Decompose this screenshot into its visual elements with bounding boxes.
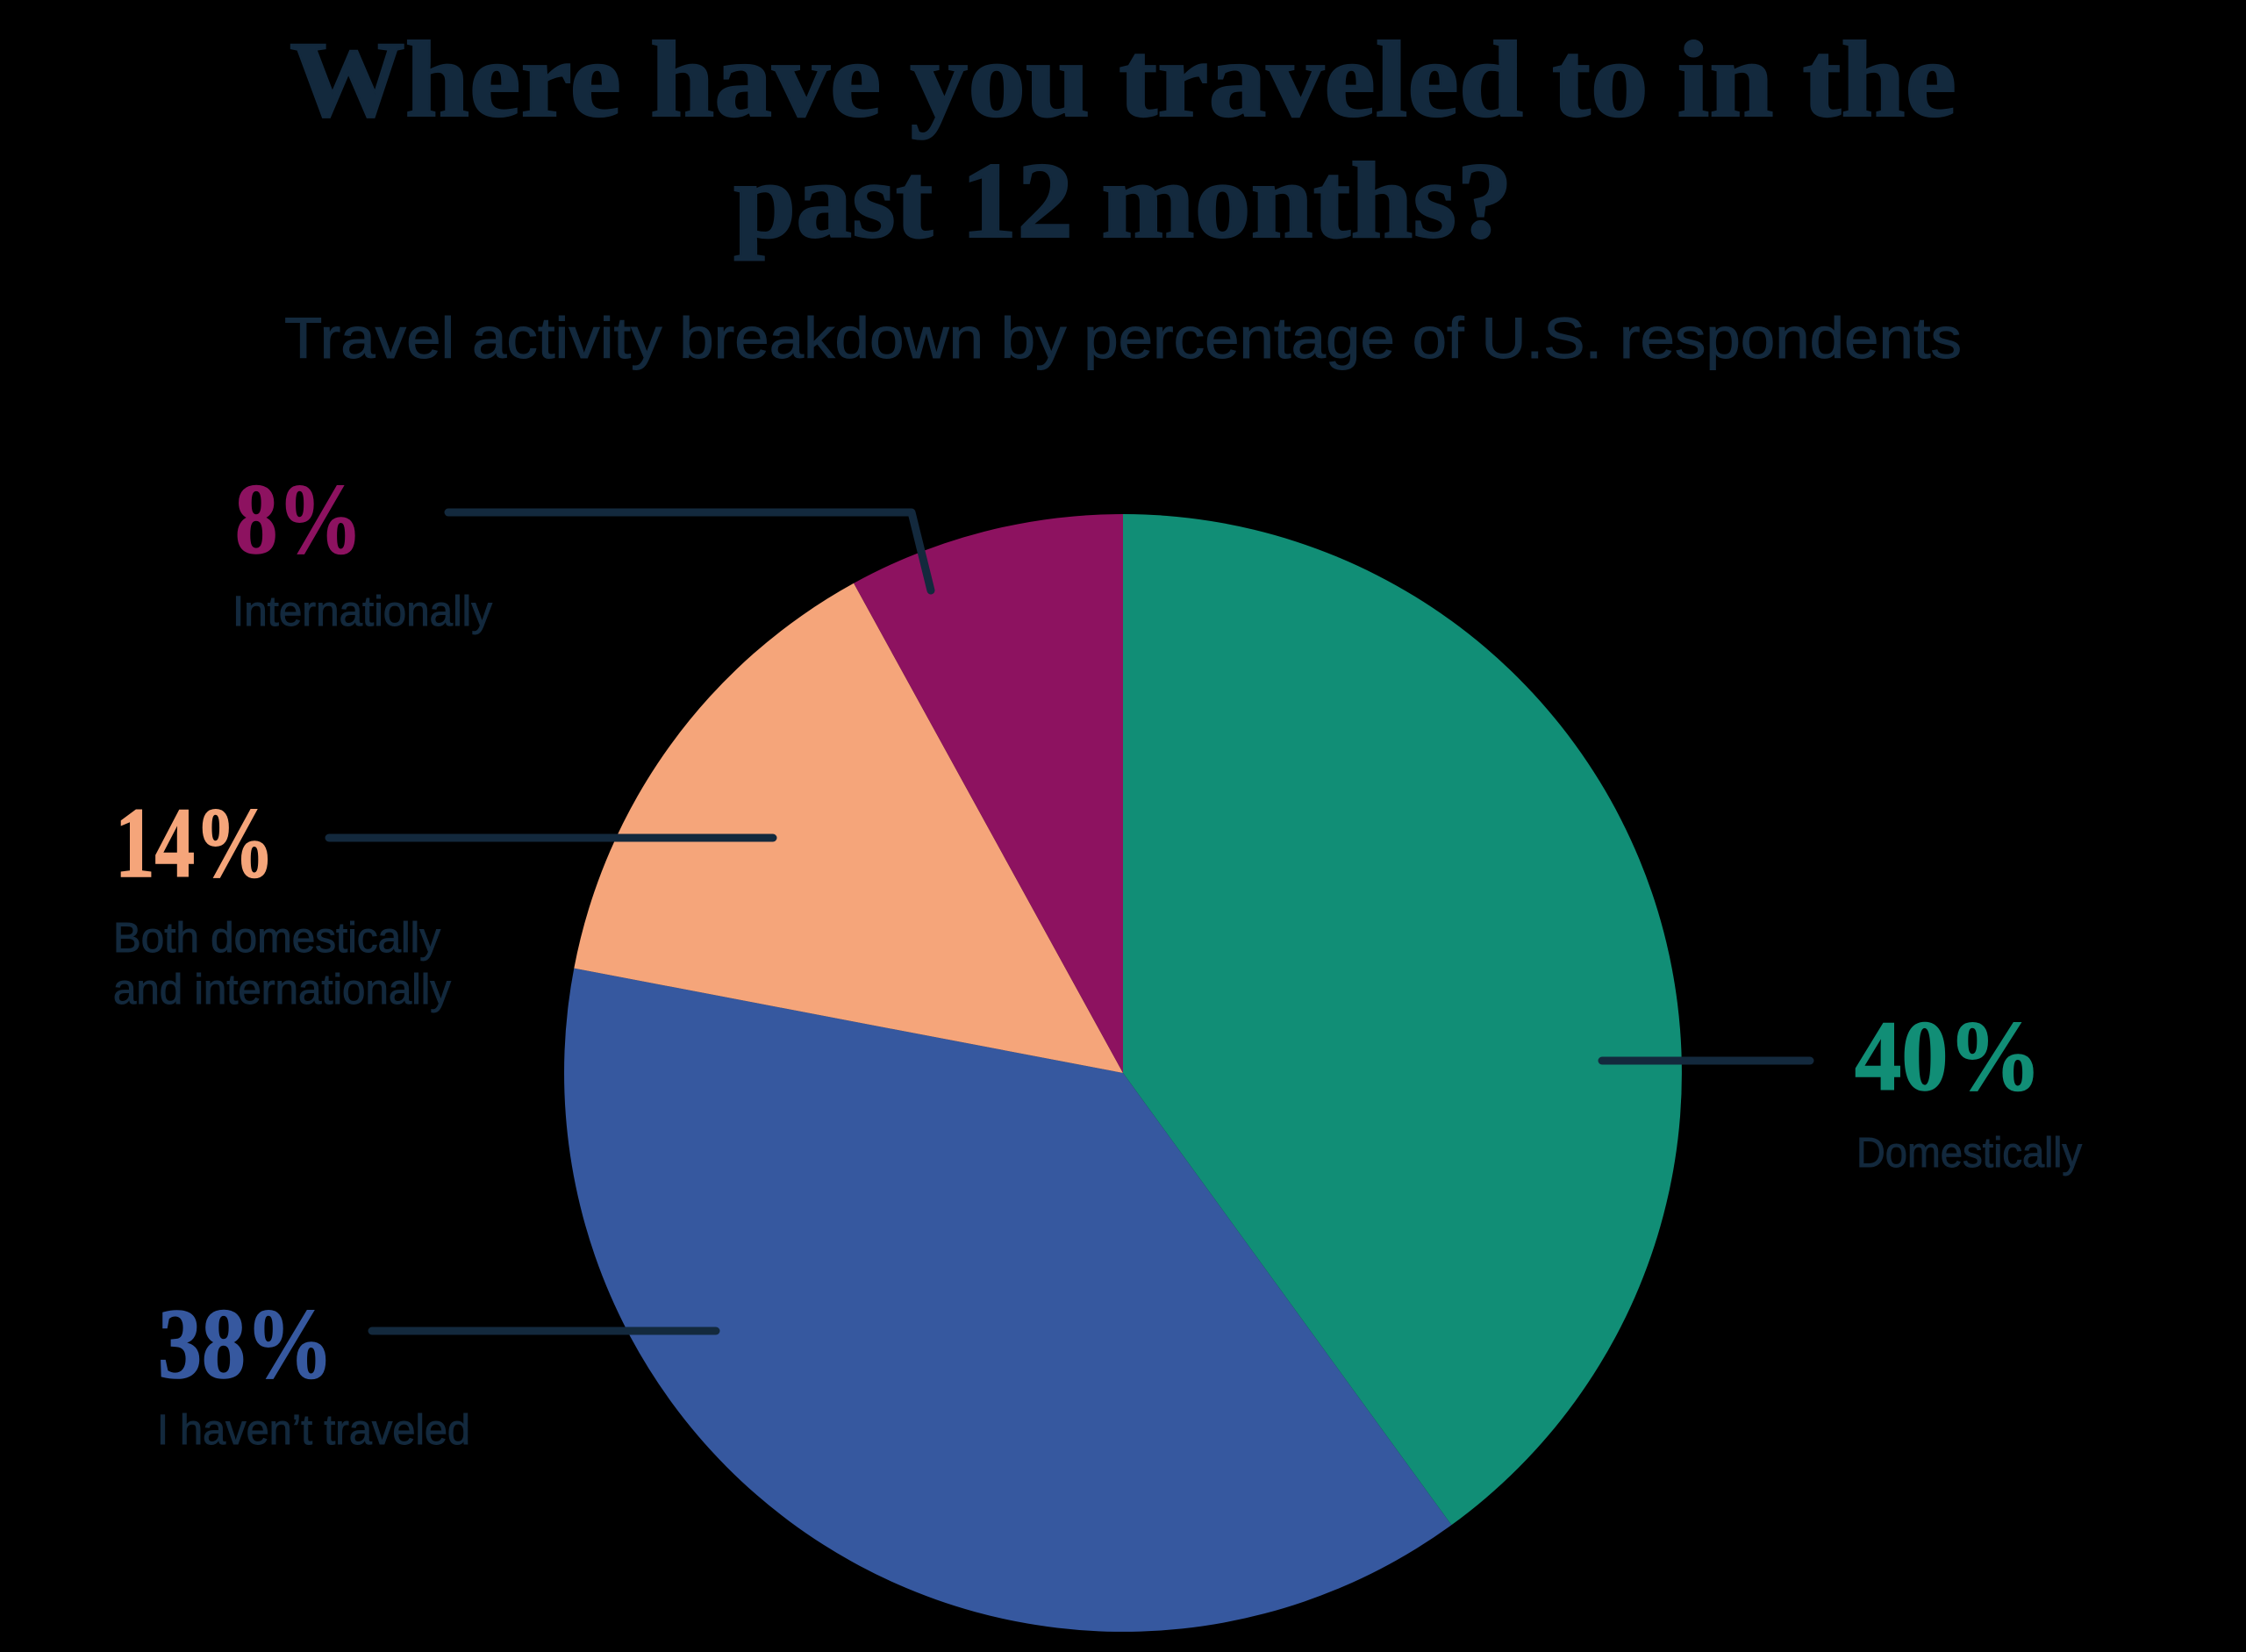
svg-text:and internationally: and internationally [113,967,451,1013]
svg-text:40%: 40% [1855,1000,2042,1112]
svg-text:past 12 months?: past 12 months? [733,140,1513,261]
svg-text:Travel activity breakdown by p: Travel activity breakdown by percentage … [284,305,1962,370]
svg-text:Domestically: Domestically [1856,1130,2082,1176]
svg-text:38%: 38% [158,1288,333,1399]
svg-text:Where have you traveled to in: Where have you traveled to in the [290,19,1956,139]
svg-text:Both domestically: Both domestically [113,915,440,962]
svg-text:14%: 14% [115,787,275,898]
svg-text:I haven’t traveled: I haven’t traveled [157,1407,470,1454]
svg-text:8%: 8% [235,463,362,575]
svg-text:Internationally: Internationally [232,589,492,635]
